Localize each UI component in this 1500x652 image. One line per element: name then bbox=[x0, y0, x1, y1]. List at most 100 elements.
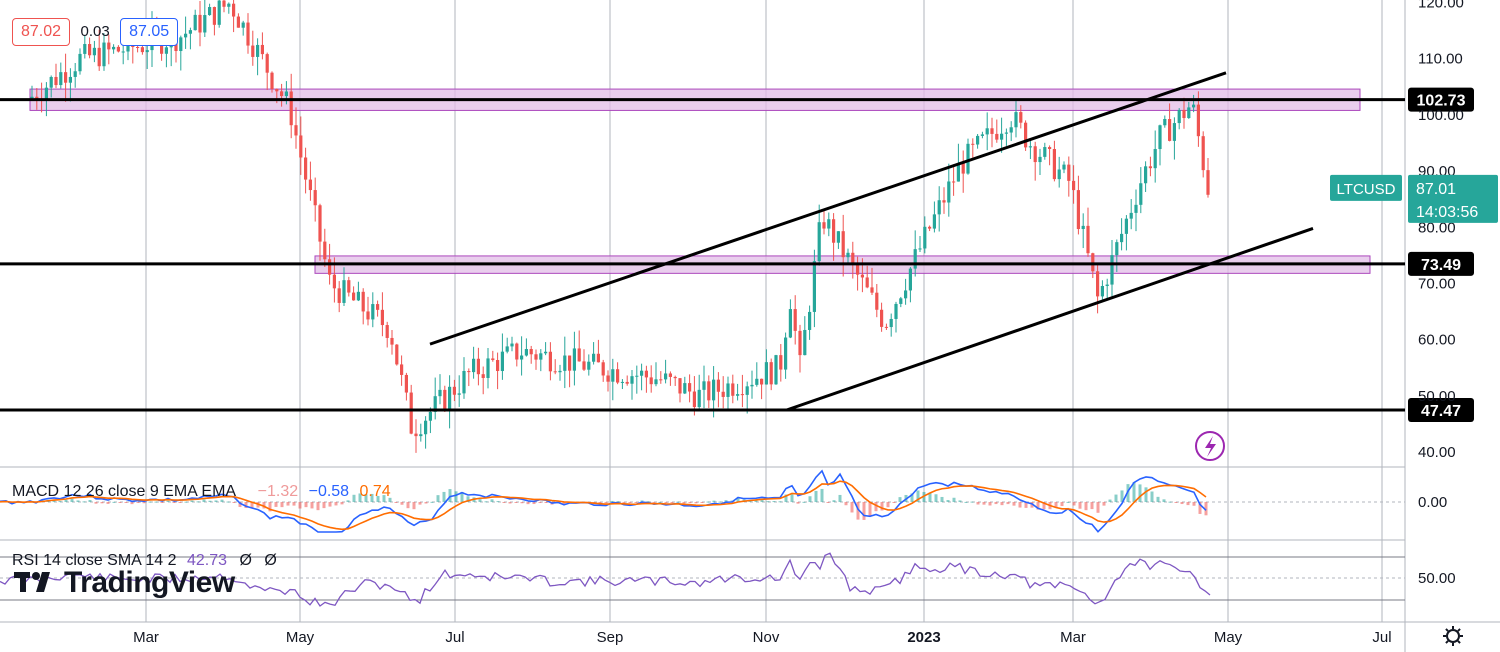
candle-body bbox=[1115, 242, 1119, 256]
candle-body bbox=[1091, 253, 1095, 272]
settings-gear-icon[interactable] bbox=[1443, 626, 1463, 646]
macd-histogram-bar bbox=[1180, 502, 1184, 505]
candle-body bbox=[736, 394, 740, 396]
candle-body bbox=[68, 76, 72, 83]
macd-histogram-bar bbox=[766, 501, 770, 503]
macd-histogram-bar bbox=[652, 502, 656, 503]
candle-body bbox=[990, 128, 994, 134]
macd-histogram-bar bbox=[934, 494, 938, 502]
candle-body bbox=[544, 351, 548, 354]
macd-histogram-bar bbox=[484, 501, 488, 503]
candle-body bbox=[928, 226, 932, 229]
macd-histogram-bar bbox=[712, 500, 716, 502]
price-axis[interactable]: 102.7373.4947.47120.00110.00100.0090.008… bbox=[1330, 0, 1498, 461]
candle-body bbox=[251, 45, 255, 57]
macd-histogram-bar bbox=[196, 501, 200, 503]
candle-body bbox=[54, 76, 58, 86]
candle-body bbox=[1196, 104, 1200, 137]
macd-histogram-bar bbox=[706, 501, 710, 503]
candle-body bbox=[899, 298, 903, 304]
macd-histogram-bar bbox=[340, 502, 344, 505]
candle-body bbox=[1014, 112, 1018, 128]
macd-histogram-bar bbox=[1090, 502, 1094, 510]
macd-histogram-bar bbox=[1096, 502, 1100, 513]
candle-body bbox=[212, 7, 216, 25]
tradingview-logo-icon bbox=[14, 568, 58, 602]
time-label: Sep bbox=[597, 629, 624, 646]
candle-body bbox=[1206, 170, 1210, 195]
macd-histogram-bar bbox=[520, 502, 524, 504]
time-axis[interactable]: Mar May Jul Sep Nov 2023 Mar May Jul bbox=[133, 626, 1463, 646]
candle-body bbox=[726, 383, 730, 397]
macd-histogram-bar bbox=[442, 491, 446, 502]
candle-body bbox=[236, 16, 240, 28]
close-value-box: 87.05 bbox=[120, 18, 179, 46]
rsi-extra-1: Ø bbox=[239, 552, 252, 569]
candle-body bbox=[577, 348, 581, 362]
channel-lower-line bbox=[786, 226, 1314, 412]
candle-body bbox=[822, 222, 826, 229]
macd-histogram-bar bbox=[616, 501, 620, 503]
macd-line bbox=[0, 469, 1207, 533]
candle-body bbox=[947, 181, 951, 203]
candle-body bbox=[1048, 147, 1052, 150]
candle-body bbox=[961, 162, 965, 174]
macd-histogram-bar bbox=[952, 497, 956, 502]
candle-body bbox=[390, 337, 394, 345]
macd-histogram-bar bbox=[1126, 484, 1130, 502]
macd-histogram-bar bbox=[820, 488, 824, 502]
gear-tooth bbox=[1445, 628, 1449, 632]
macd-histogram-bar bbox=[946, 500, 950, 502]
macd-histogram-bar bbox=[532, 502, 536, 505]
macd-histogram-bar bbox=[814, 490, 818, 502]
macd-histogram-bar bbox=[1156, 496, 1160, 502]
macd-histogram-bar bbox=[94, 502, 98, 504]
macd-legend[interactable]: MACD 12 26 close 9 EMA EMA −1.32 −0.58 0… bbox=[12, 483, 391, 501]
candle-body bbox=[731, 383, 735, 396]
macd-histogram-bar bbox=[334, 502, 338, 506]
candle-body bbox=[836, 231, 840, 243]
candle-body bbox=[337, 288, 341, 303]
candle-body bbox=[716, 379, 720, 392]
macd-histogram-bar bbox=[802, 501, 806, 503]
support-resistance-levels[interactable] bbox=[0, 98, 1405, 412]
candle-body bbox=[44, 87, 48, 101]
macd-histogram-bar bbox=[1078, 502, 1082, 509]
macd-histogram-bar bbox=[700, 502, 704, 503]
candles bbox=[30, 0, 1210, 453]
macd-histogram-bar bbox=[508, 502, 512, 504]
macd-histogram-bar bbox=[322, 502, 326, 509]
candle-body bbox=[534, 354, 538, 360]
candle-body bbox=[841, 231, 845, 258]
rsi-legend[interactable]: RSI 14 close SMA 14 2 42.73 Ø Ø bbox=[12, 552, 277, 570]
candle-body bbox=[366, 311, 370, 320]
gear-ring bbox=[1446, 629, 1460, 643]
macd-histogram-bar bbox=[388, 497, 392, 502]
candle-body bbox=[486, 358, 490, 378]
candle-body bbox=[380, 309, 384, 326]
candle-body bbox=[563, 355, 567, 371]
candle-body bbox=[827, 219, 831, 229]
macd-histogram-bar bbox=[1114, 494, 1118, 502]
candle-body bbox=[611, 369, 615, 382]
candle-body bbox=[1201, 136, 1205, 171]
candle-body bbox=[318, 205, 322, 242]
macd-histogram-bar bbox=[1120, 490, 1124, 502]
macd-histogram-bar bbox=[640, 500, 644, 502]
level-label: 102.73 bbox=[1417, 93, 1466, 110]
time-label: Jul bbox=[445, 629, 464, 646]
candle-body bbox=[505, 346, 509, 352]
macd-histogram-bar bbox=[964, 501, 968, 503]
macd-signal-value: 0.74 bbox=[359, 483, 391, 500]
candle-body bbox=[443, 389, 447, 410]
candle-body bbox=[683, 383, 687, 394]
macd-histogram-bar bbox=[226, 501, 230, 503]
rsi-title: RSI 14 close SMA 14 2 bbox=[12, 552, 177, 569]
trend-channel[interactable] bbox=[429, 71, 1314, 461]
candle-body bbox=[803, 329, 807, 356]
candle-body bbox=[880, 309, 884, 327]
zones bbox=[29, 88, 1371, 274]
candle-body bbox=[1129, 212, 1133, 219]
symbol-label: LTCUSD bbox=[1337, 181, 1396, 198]
